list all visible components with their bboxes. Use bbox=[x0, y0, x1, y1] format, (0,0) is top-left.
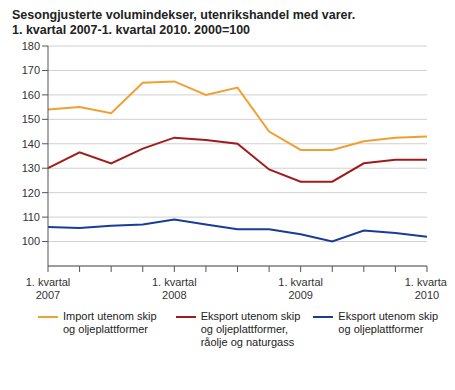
html-text:1. kvartal 2007-1. kvartal 201: 1. kvartal 2007-1. kvartal 2010. 2000=10… bbox=[12, 23, 250, 37]
html-text:Sesongjusterte volumindekser,: Sesongjusterte volumindekser, utenriksha… bbox=[12, 8, 356, 22]
svg-text:160: 160 bbox=[22, 89, 40, 101]
html-text:Import utenom skip og oljeplat: Import utenom skip og oljeplattformer bbox=[63, 310, 157, 335]
svg-text:1. kvartal2008: 1. kvartal2008 bbox=[152, 276, 197, 301]
svg-text:170: 170 bbox=[22, 64, 40, 76]
svg-text:140: 140 bbox=[22, 138, 40, 150]
svg-text:180: 180 bbox=[22, 40, 40, 52]
svg-text:1. kvartal2009: 1. kvartal2009 bbox=[278, 276, 323, 301]
svg-text:110: 110 bbox=[22, 211, 40, 223]
html-text:Eksport utenom skip og oljepla: Eksport utenom skip og oljeplattformer, … bbox=[200, 310, 301, 348]
svg-text:1. kvartal2010: 1. kvartal2010 bbox=[405, 276, 447, 301]
svg-text:150: 150 bbox=[22, 113, 40, 125]
svg-text:130: 130 bbox=[22, 162, 40, 174]
html-text:Eksport utenom skip og oljepla: Eksport utenom skip og oljeplattformer bbox=[338, 310, 438, 335]
svg-text:1. kvartal2007: 1. kvartal2007 bbox=[26, 276, 71, 301]
svg-text:100: 100 bbox=[22, 235, 40, 247]
svg-text:120: 120 bbox=[22, 187, 40, 199]
